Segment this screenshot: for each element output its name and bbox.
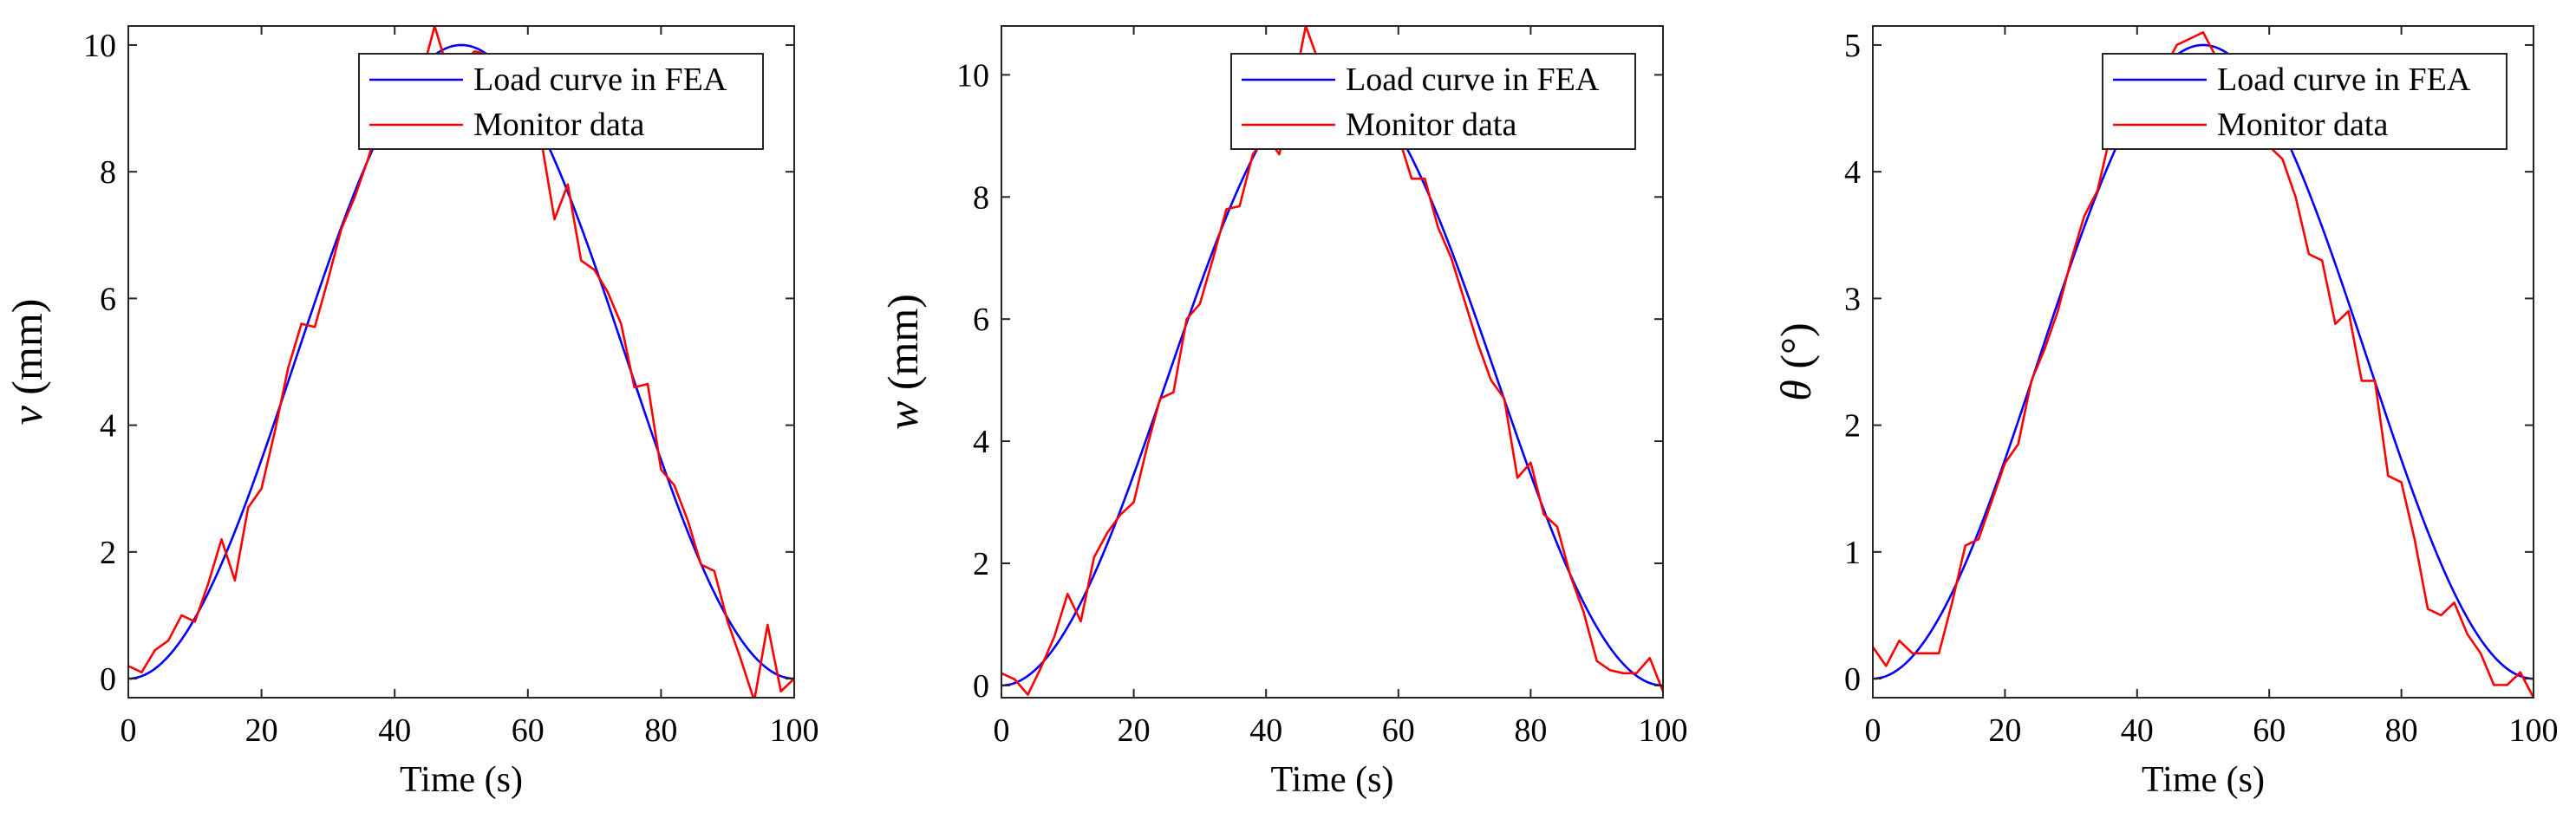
series-line-load-curve	[128, 43, 794, 680]
series-line-load-curve	[1873, 43, 2534, 680]
y-tick-label: 3	[1844, 281, 1861, 317]
y-tick-label: 2	[973, 546, 989, 582]
x-tick-label: 20	[245, 712, 278, 749]
x-tick-label: 20	[1988, 712, 2021, 749]
y-axis-label-variable: w	[878, 401, 927, 430]
y-tick-label: 8	[100, 154, 116, 191]
x-tick-label: 40	[2121, 712, 2154, 749]
y-tick-label: 5	[1844, 28, 1861, 64]
axes-box	[127, 25, 795, 699]
x-tick-label: 100	[770, 712, 819, 749]
y-tick-label: 6	[973, 302, 989, 338]
y-axis-label: w (mm)	[878, 294, 927, 430]
x-tick-label: 80	[2385, 712, 2418, 749]
y-tick-label: 0	[100, 661, 116, 698]
series-line-monitor-data	[1873, 31, 2534, 698]
x-tick-label: 20	[1118, 712, 1151, 749]
legend-label-monitor-data: Monitor data	[473, 107, 644, 143]
legend-box	[358, 53, 764, 150]
y-tick-label: 4	[100, 408, 116, 445]
x-tick-label: 60	[512, 712, 545, 749]
chart-v: 0 20 40 60 80 100 0 2 4 6 8 10 Time (s) v (mm) Load cu…	[3, 25, 819, 800]
x-axis-label: Time (s)	[1271, 760, 1394, 800]
legend: Load curve in FEA Monitor data	[358, 53, 764, 150]
y-axis-label-unit: (mm)	[3, 299, 51, 406]
x-tick-label: 0	[121, 712, 137, 749]
y-axis-label-variable: v	[3, 405, 51, 425]
y-tick-label: 2	[100, 535, 116, 571]
y-tick-label: 10	[83, 28, 116, 64]
legend: Load curve in FEA Monitor data	[1230, 53, 1636, 150]
legend-label-monitor-data: Monitor data	[2217, 107, 2388, 143]
axes-box	[1872, 25, 2534, 699]
chart-w: 0 20 40 60 80 100 0 2 4 6 8 10 Time (s) w (mm) Load cu…	[878, 25, 1688, 800]
chart-theta: 0 20 40 60 80 100 0 1 2 3 4 5 Time (s) θ (°) Load curv…	[1771, 25, 2559, 800]
legend-label-load-curve: Load curve in FEA	[2217, 62, 2471, 98]
y-axis-label: v (mm)	[3, 299, 51, 426]
series-line-load-curve	[1001, 74, 1663, 687]
x-tick-label: 40	[378, 712, 411, 749]
legend-box	[2102, 53, 2508, 150]
x-tick-label: 100	[2509, 712, 2559, 749]
axes-box	[1001, 25, 1664, 699]
y-tick-label: 4	[1844, 154, 1861, 191]
x-tick-label: 0	[994, 712, 1010, 749]
y-tick-label: 6	[100, 281, 116, 317]
x-tick-label: 100	[1639, 712, 1688, 749]
x-tick-label: 0	[1865, 712, 1881, 749]
y-tick-label: 10	[956, 57, 989, 94]
y-tick-label: 0	[973, 668, 989, 705]
legend-label-load-curve: Load curve in FEA	[1346, 62, 1600, 98]
y-tick-label: 4	[973, 424, 989, 460]
y-axis-label-unit: (°)	[1771, 322, 1820, 380]
y-tick-label: 8	[973, 179, 989, 216]
y-tick-label: 0	[1844, 661, 1861, 698]
y-tick-label: 1	[1844, 535, 1861, 571]
x-tick-label: 60	[2253, 712, 2286, 749]
legend: Load curve in FEA Monitor data	[2102, 53, 2508, 150]
y-axis-label-variable: θ	[1771, 380, 1820, 401]
legend-box	[1230, 53, 1636, 150]
x-tick-label: 80	[644, 712, 677, 749]
x-axis-label: Time (s)	[400, 760, 523, 800]
y-tick-label: 2	[1844, 408, 1861, 445]
y-axis-label: θ (°)	[1771, 322, 1820, 400]
legend-label-monitor-data: Monitor data	[1346, 107, 1516, 143]
legend-label-load-curve: Load curve in FEA	[473, 62, 727, 98]
x-tick-label: 80	[1514, 712, 1547, 749]
x-tick-label: 40	[1249, 712, 1282, 749]
x-tick-label: 60	[1382, 712, 1415, 749]
y-axis-label-unit: (mm)	[878, 294, 927, 401]
x-axis-label: Time (s)	[2142, 760, 2265, 800]
